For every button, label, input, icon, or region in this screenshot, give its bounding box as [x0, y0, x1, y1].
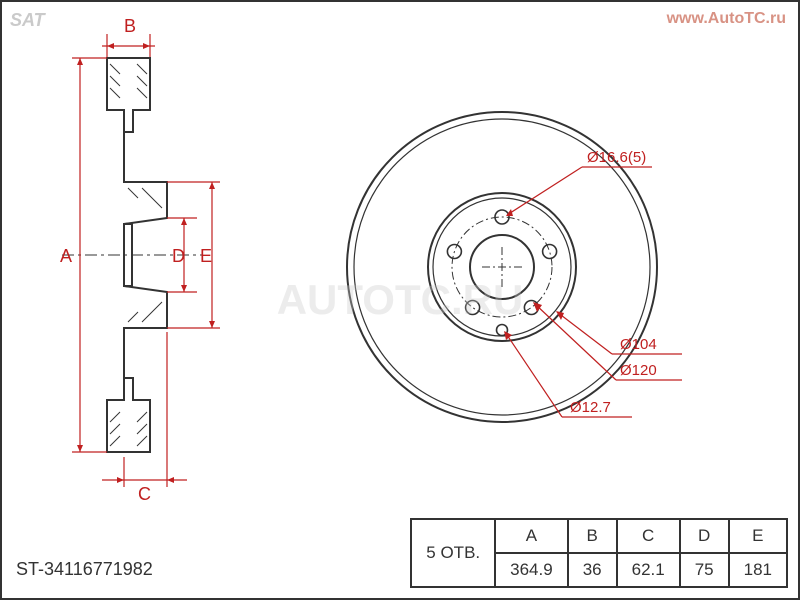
- dim-b-label: B: [124, 16, 136, 36]
- col-d: D: [680, 519, 729, 553]
- col-a: A: [495, 519, 568, 553]
- col-b: B: [568, 519, 617, 553]
- spec-table: 5 ОТВ. A B C D E 364.9 36 62.1 75 181: [410, 518, 788, 588]
- val-c: 62.1: [617, 553, 680, 587]
- callout-bolt-circle: Ø120: [620, 362, 657, 379]
- front-view: Ø16.6(5) Ø104 Ø120 Ø12.7: [347, 112, 682, 422]
- diagram-container: SAT www.AutoTC.ru AUTOTC.RU B: [0, 0, 800, 600]
- dim-a-label: A: [60, 246, 72, 266]
- dim-e-label: E: [200, 246, 212, 266]
- dim-c-label: C: [138, 484, 151, 504]
- dim-d-label: D: [172, 246, 185, 266]
- val-a: 364.9: [495, 553, 568, 587]
- hole-count-label: 5 ОТВ.: [411, 519, 495, 587]
- callout-locator: Ø12.7: [570, 399, 611, 416]
- col-c: C: [617, 519, 680, 553]
- part-number: ST-34116771982: [16, 559, 153, 580]
- val-b: 36: [568, 553, 617, 587]
- val-d: 75: [680, 553, 729, 587]
- val-e: 181: [729, 553, 787, 587]
- callout-hub: Ø104: [620, 336, 657, 353]
- col-e: E: [729, 519, 787, 553]
- table-row: 5 ОТВ. A B C D E: [411, 519, 787, 553]
- technical-drawing: B: [2, 2, 800, 602]
- callout-bolt-hole: Ø16.6(5): [587, 149, 646, 166]
- side-view: B: [60, 16, 220, 504]
